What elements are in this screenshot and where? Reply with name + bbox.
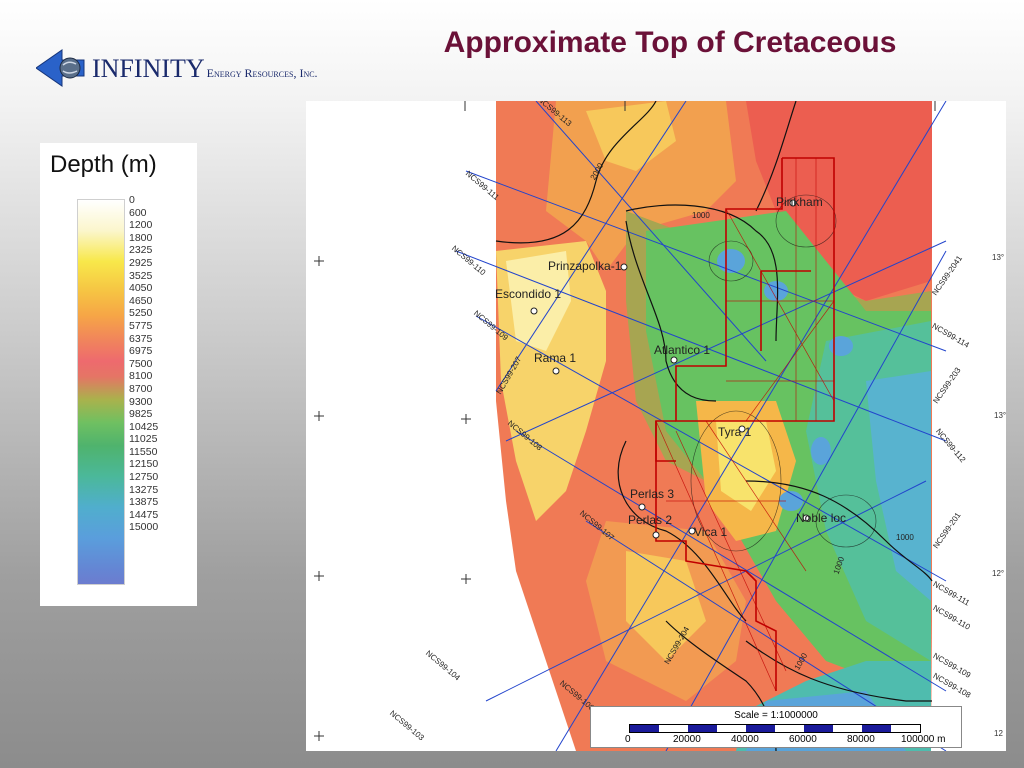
legend-value: 13275: [129, 483, 159, 496]
scale-tick: 40000: [731, 734, 759, 745]
contour-label: 1000: [692, 211, 710, 220]
legend-value: 5250: [129, 307, 153, 320]
legend-value: 2325: [129, 244, 153, 257]
legend-value: 15000: [129, 521, 159, 534]
coord-label: 12: [994, 729, 1003, 738]
map-canvas: [306, 101, 1006, 751]
legend-value: 9300: [129, 395, 153, 408]
slide-title: Approximate Top of Cretaceous: [443, 26, 897, 59]
legend-value: 4650: [129, 294, 153, 307]
scale-tick: 60000: [789, 734, 817, 745]
legend-value: 9825: [129, 408, 153, 421]
scale-tick: 20000: [673, 734, 701, 745]
coord-label: 13°: [994, 411, 1006, 420]
legend-value: 3525: [129, 269, 153, 282]
legend-value: 4050: [129, 282, 153, 295]
well-label: Vica 1: [694, 525, 728, 539]
well-label: Tyra 1: [718, 425, 752, 439]
scale-title: Scale = 1:1000000: [734, 710, 818, 721]
company-logo: INFINITY Energy Resources, Inc.: [35, 44, 336, 94]
well-label: Noble loc: [796, 511, 847, 525]
legend-value: 2925: [129, 256, 153, 269]
depth-map[interactable]: Pinkham Prinzapolka-1 Escondido 1 Rama 1…: [306, 101, 1006, 751]
contour-label: 1000: [896, 533, 914, 542]
legend-value: 10425: [129, 420, 159, 433]
well-label: Prinzapolka-1: [548, 259, 622, 273]
logo-globe-icon: [35, 49, 85, 87]
coord-label: 12°: [992, 569, 1005, 578]
legend-color-ramp: [77, 199, 125, 585]
legend-value: 1200: [129, 219, 153, 232]
scale-bar: [629, 724, 921, 733]
scale-bar-box: Scale = 1:1000000 0 20000 40000 60000 80…: [590, 706, 962, 748]
legend-value: 11025: [129, 433, 158, 446]
well-label: Perlas 3: [630, 487, 675, 501]
logo-company-name: INFINITY: [92, 54, 205, 83]
legend-value: 14475: [129, 508, 159, 521]
legend-value: 11550: [129, 445, 158, 458]
well-label: Escondido 1: [495, 287, 562, 301]
scale-ticks: 0 20000 40000 60000 80000 100000 m: [625, 734, 955, 746]
legend-labels: 0 600 1200 1800 2325 2925 3525 4050 4650…: [129, 194, 189, 534]
well-label: Perlas 2: [628, 513, 673, 527]
legend-value: 6375: [129, 332, 153, 345]
legend-value: 0: [129, 194, 135, 206]
legend-title: Depth (m): [50, 151, 157, 178]
scale-tick: 80000: [847, 734, 875, 745]
legend-value: 600: [129, 206, 147, 219]
legend-value: 6975: [129, 345, 153, 358]
coord-label: 13°: [992, 253, 1005, 262]
well-label: Atlantico 1: [654, 343, 711, 357]
legend-value: 13875: [129, 496, 159, 509]
legend-value: 8700: [129, 382, 153, 395]
scale-tick: 100000 m: [901, 734, 946, 745]
legend-value: 7500: [129, 357, 153, 370]
scale-tick: 0: [625, 734, 631, 745]
depth-legend: Depth (m) 0 600 1200 1800 2325 2925 3525…: [40, 143, 197, 606]
legend-value: 12750: [129, 471, 159, 484]
legend-value: 5775: [129, 319, 153, 332]
logo-company-subtitle: Energy Resources, Inc.: [206, 66, 318, 80]
legend-value: 12150: [129, 458, 159, 471]
well-label: Pinkham: [776, 195, 823, 209]
well-label: Rama 1: [534, 351, 577, 365]
legend-value: 8100: [129, 370, 153, 383]
legend-value: 1800: [129, 231, 153, 244]
